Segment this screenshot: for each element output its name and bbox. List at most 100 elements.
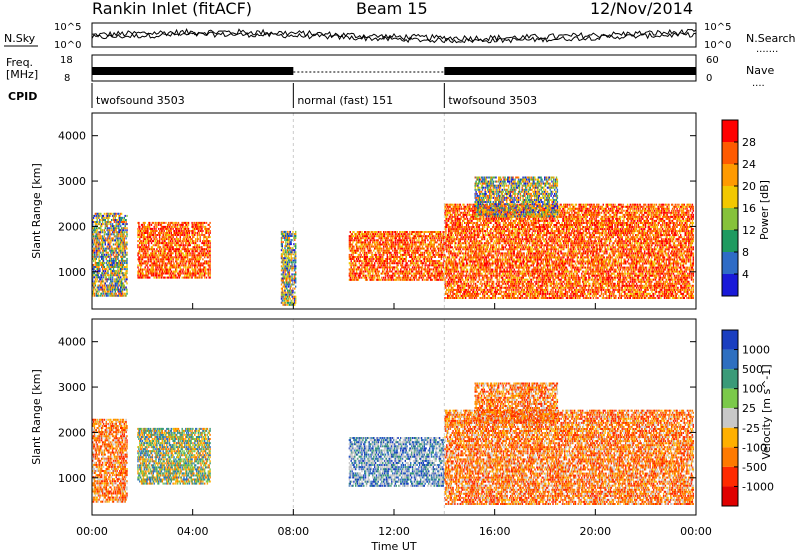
echo-cell bbox=[148, 244, 149, 246]
echo-cell bbox=[140, 246, 141, 248]
echo-cell bbox=[112, 264, 113, 266]
echo-cell bbox=[126, 252, 127, 254]
echo-cell bbox=[98, 272, 99, 274]
echo-cell bbox=[118, 213, 119, 215]
echo-cell bbox=[111, 246, 112, 248]
echo-cell bbox=[97, 229, 98, 231]
echo-cell bbox=[147, 250, 148, 252]
echo-cell bbox=[95, 278, 96, 280]
echo-cell bbox=[143, 254, 144, 256]
echo-cell bbox=[112, 276, 113, 278]
echo-cell bbox=[97, 246, 98, 248]
echo-cell bbox=[148, 271, 149, 273]
echo-cell bbox=[138, 269, 139, 271]
echo-cell bbox=[108, 276, 109, 278]
echo-cell bbox=[145, 269, 146, 271]
echo-cell bbox=[103, 264, 104, 266]
echo-cell bbox=[139, 232, 140, 234]
echo-cell bbox=[126, 289, 127, 291]
echo-cell bbox=[112, 272, 113, 274]
echo-cell bbox=[126, 268, 127, 270]
echo-cell bbox=[126, 242, 127, 244]
echo-cell bbox=[104, 266, 105, 268]
echo-cell bbox=[146, 254, 147, 256]
power-heatmap bbox=[92, 113, 694, 309]
echo-cell bbox=[104, 262, 105, 264]
echo-cell bbox=[117, 268, 118, 270]
echo-cell bbox=[104, 233, 105, 235]
echo-cell bbox=[95, 285, 96, 287]
echo-cell bbox=[144, 224, 145, 226]
echo-cell bbox=[122, 250, 123, 252]
fitacf-summary-plot: Rankin Inlet (fitACF) Beam 15 12/Nov/201… bbox=[0, 0, 800, 554]
echo-cell bbox=[116, 227, 117, 229]
echo-cell bbox=[125, 250, 126, 252]
echo-cell bbox=[103, 276, 104, 278]
echo-cell bbox=[116, 215, 117, 217]
freq-tick-bottom: 8 bbox=[64, 73, 70, 84]
echo-cell bbox=[126, 260, 127, 262]
echo-cell bbox=[117, 237, 118, 239]
echo-cell bbox=[123, 264, 124, 266]
freq-segment bbox=[444, 67, 696, 75]
echo-cell bbox=[113, 237, 114, 239]
echo-cell bbox=[98, 264, 99, 266]
cpid-label: CPID bbox=[8, 90, 37, 103]
echo-cell bbox=[148, 260, 149, 262]
echo-cell bbox=[100, 219, 101, 221]
echo-cell bbox=[98, 217, 99, 219]
echo-cell bbox=[147, 230, 148, 232]
echo-cell bbox=[145, 240, 146, 242]
echo-cell bbox=[123, 252, 124, 254]
echo-cell bbox=[145, 262, 146, 264]
echo-cell bbox=[145, 222, 146, 224]
echo-cell bbox=[116, 223, 117, 225]
echo-cell bbox=[116, 242, 117, 244]
noise-tick-top-right: 10^5 bbox=[704, 22, 731, 33]
echo-cell bbox=[96, 244, 97, 246]
echo-cell bbox=[112, 248, 113, 250]
echo-cell bbox=[139, 258, 140, 260]
echo-cell bbox=[122, 289, 123, 291]
echo-cell bbox=[94, 227, 95, 229]
echo-cell bbox=[99, 268, 100, 270]
echo-cell bbox=[100, 252, 101, 254]
echo-cell bbox=[142, 224, 143, 226]
echo-cell bbox=[102, 272, 103, 274]
echo-cell bbox=[100, 278, 101, 280]
echo-cell bbox=[145, 256, 146, 258]
echo-cell bbox=[120, 276, 121, 278]
echo-cell bbox=[97, 274, 98, 276]
echo-cell bbox=[139, 250, 140, 252]
echo-cell bbox=[113, 258, 114, 260]
echo-cell bbox=[147, 232, 148, 234]
echo-cell bbox=[99, 215, 100, 217]
echo-cell bbox=[125, 221, 126, 223]
echo-cell bbox=[122, 262, 123, 264]
echo-cell bbox=[124, 233, 125, 235]
echo-cell bbox=[146, 260, 147, 262]
echo-cell bbox=[97, 291, 98, 293]
echo-cell bbox=[112, 280, 113, 282]
echo-cell bbox=[120, 237, 121, 239]
echo-cell bbox=[138, 224, 139, 226]
echo-cell bbox=[109, 262, 110, 264]
echo-cell bbox=[107, 239, 108, 241]
echo-cell bbox=[119, 266, 120, 268]
echo-cell bbox=[123, 272, 124, 274]
echo-cell bbox=[126, 215, 127, 217]
echo-cell bbox=[144, 244, 145, 246]
echo-cell bbox=[122, 258, 123, 260]
echo-cell bbox=[112, 291, 113, 293]
nsearch-dots: ....... bbox=[756, 44, 778, 55]
echo-cell bbox=[93, 264, 94, 266]
echo-cell bbox=[124, 231, 125, 233]
echo-cell bbox=[103, 237, 104, 239]
echo-cell bbox=[97, 233, 98, 235]
echo-cell bbox=[141, 240, 142, 242]
echo-cell bbox=[124, 217, 125, 219]
echo-cell bbox=[98, 289, 99, 291]
echo-cell bbox=[116, 293, 117, 295]
echo-cell bbox=[110, 221, 111, 223]
echo-cell bbox=[138, 244, 139, 246]
